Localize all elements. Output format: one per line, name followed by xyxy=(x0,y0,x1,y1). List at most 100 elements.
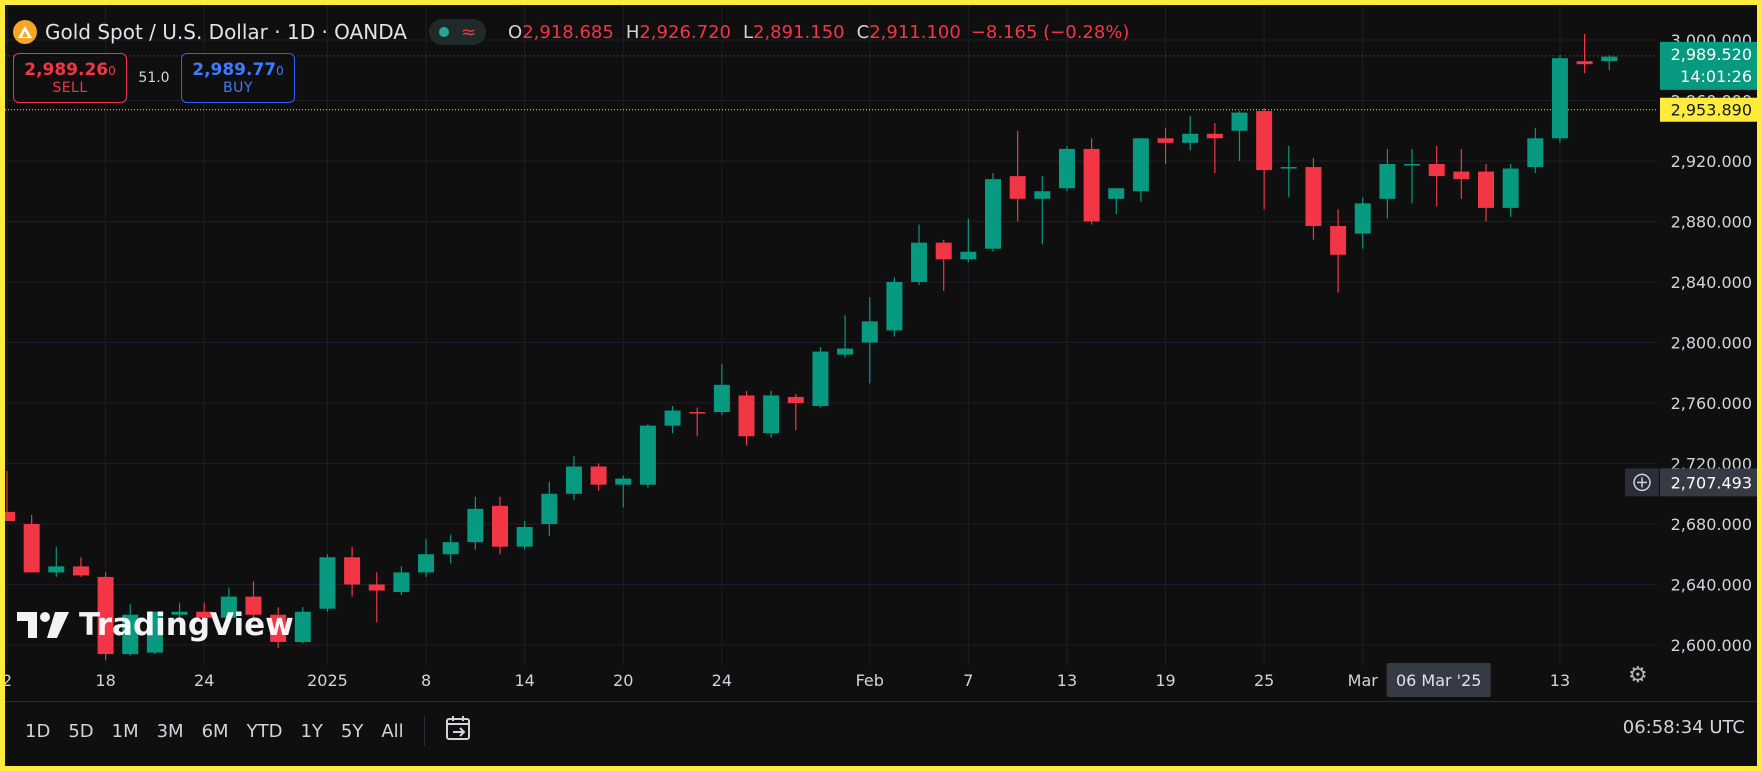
buy-button[interactable]: 2,989.770 BUY xyxy=(181,53,295,103)
range-button-ytd[interactable]: YTD xyxy=(246,720,283,742)
y-tick-label: 2,760.000 xyxy=(1671,394,1752,413)
candle-body[interactable] xyxy=(1379,164,1396,199)
candle-body[interactable] xyxy=(196,611,213,618)
candle-body[interactable] xyxy=(1428,164,1445,177)
candle-body[interactable] xyxy=(911,242,928,282)
candle-body[interactable] xyxy=(1305,167,1322,227)
candle-body[interactable] xyxy=(220,596,237,618)
candle-body[interactable] xyxy=(442,542,459,555)
chart-frame: 2 18 24 2025 8 14 20 24 Feb 7 13 19 25 Mar 13 06 Mar '2… xyxy=(5,5,1757,766)
low-label: L xyxy=(742,21,753,43)
candle-body[interactable] xyxy=(935,242,952,260)
candle-body[interactable] xyxy=(541,493,558,524)
candle-body[interactable] xyxy=(1083,148,1100,222)
candle-body[interactable] xyxy=(1502,168,1519,208)
high-label: H xyxy=(625,21,640,43)
candle-body[interactable] xyxy=(48,566,65,573)
candles-layer xyxy=(5,33,1618,661)
range-button-1y[interactable]: 1Y xyxy=(300,720,323,742)
candlestick-chart[interactable]: 2 18 24 2025 8 14 20 24 Feb 7 13 19 25 Mar 13 06 Mar '2… xyxy=(5,5,1757,701)
candle-body[interactable] xyxy=(960,251,977,260)
candle-body[interactable] xyxy=(467,508,484,543)
candle-body[interactable] xyxy=(1182,133,1199,143)
candle-body[interactable] xyxy=(837,348,854,355)
range-button-3m[interactable]: 3M xyxy=(156,720,184,742)
candle-body[interactable] xyxy=(565,466,582,494)
range-button-6m[interactable]: 6M xyxy=(201,720,229,742)
candle-body[interactable] xyxy=(1231,112,1248,131)
range-button-1m[interactable]: 1M xyxy=(111,720,139,742)
sell-button[interactable]: 2,989.260 SELL xyxy=(13,53,127,103)
candle-body[interactable] xyxy=(1527,138,1544,168)
candle-body[interactable] xyxy=(861,321,878,343)
candle-body[interactable] xyxy=(615,478,632,485)
candle-body[interactable] xyxy=(1404,164,1421,166)
candle-body[interactable] xyxy=(812,351,829,407)
candle-body[interactable] xyxy=(1453,171,1470,180)
x-tick-label: 19 xyxy=(1155,671,1175,690)
candle-body[interactable] xyxy=(344,557,361,585)
range-button-5y[interactable]: 5Y xyxy=(340,720,364,742)
candle-body[interactable] xyxy=(319,557,336,609)
candle-body[interactable] xyxy=(245,596,262,615)
candle-body[interactable] xyxy=(1206,133,1223,139)
x-tick-label: 24 xyxy=(712,671,732,690)
candle-body[interactable] xyxy=(492,505,508,547)
candle-body[interactable] xyxy=(639,425,656,485)
candle-body[interactable] xyxy=(738,395,755,437)
candle-body[interactable] xyxy=(270,614,287,642)
candle-body[interactable] xyxy=(985,179,1001,249)
date-range-icon[interactable] xyxy=(437,713,481,749)
candle-body[interactable] xyxy=(763,395,780,434)
market-status-pill[interactable]: ≈ xyxy=(428,19,487,45)
toolbar-divider xyxy=(5,701,1757,702)
candle-body[interactable] xyxy=(5,511,15,521)
candle-body[interactable] xyxy=(787,396,804,403)
range-button-1d[interactable]: 1D xyxy=(25,720,51,742)
candle-body[interactable] xyxy=(713,384,730,413)
candle-body[interactable] xyxy=(516,527,533,547)
x-tick-label: Feb xyxy=(856,671,884,690)
candle-body[interactable] xyxy=(418,554,435,573)
candle-body[interactable] xyxy=(1132,138,1149,192)
alert-price-badge[interactable] xyxy=(1660,97,1757,122)
candle-body[interactable] xyxy=(1478,171,1494,208)
range-button-5d[interactable]: 5D xyxy=(68,720,94,742)
candle-body[interactable] xyxy=(294,611,311,642)
candle-body[interactable] xyxy=(689,412,706,414)
candle-body[interactable] xyxy=(1280,167,1297,169)
x-tick-label: 13 xyxy=(1057,671,1077,690)
candle-body[interactable] xyxy=(72,566,89,576)
candle-body[interactable] xyxy=(122,614,139,655)
candle-body[interactable] xyxy=(368,584,385,591)
candle-body[interactable] xyxy=(886,282,903,331)
x-tick-label: 14 xyxy=(514,671,534,690)
candle-body[interactable] xyxy=(1354,203,1371,234)
candle-body[interactable] xyxy=(23,524,40,573)
candle-body[interactable] xyxy=(1601,56,1618,62)
candle-body[interactable] xyxy=(171,611,188,615)
tradingview-watermark[interactable]: TradingView xyxy=(17,607,294,643)
candle-body[interactable] xyxy=(1058,148,1075,189)
candle-body[interactable] xyxy=(664,410,681,426)
candle-body[interactable] xyxy=(1157,138,1174,143)
candle-body[interactable] xyxy=(1256,111,1273,171)
candle-body[interactable] xyxy=(1034,191,1051,199)
candle-body[interactable] xyxy=(97,576,114,655)
x-tick-label: 2025 xyxy=(307,671,348,690)
candle-body[interactable] xyxy=(1576,61,1593,65)
candle-body[interactable] xyxy=(1330,226,1347,255)
candle-body[interactable] xyxy=(1551,58,1568,139)
settings-icon[interactable]: ⚙ xyxy=(1628,663,1648,688)
candle-body[interactable] xyxy=(146,611,163,653)
utc-clock[interactable]: 06:58:34 UTC xyxy=(1622,717,1745,738)
buy-price: 2,989.77 xyxy=(192,60,277,80)
candle-body[interactable] xyxy=(1108,188,1125,199)
y-tick-label: 2,800.000 xyxy=(1671,334,1752,353)
candle-body[interactable] xyxy=(393,572,410,593)
candle-body[interactable] xyxy=(1009,176,1026,199)
gold-coin-logo-icon[interactable] xyxy=(13,20,37,44)
candle-body[interactable] xyxy=(590,466,607,485)
symbol-title[interactable]: Gold Spot / U.S. Dollar · 1D · OANDA xyxy=(45,20,407,44)
range-button-all[interactable]: All xyxy=(381,720,404,742)
